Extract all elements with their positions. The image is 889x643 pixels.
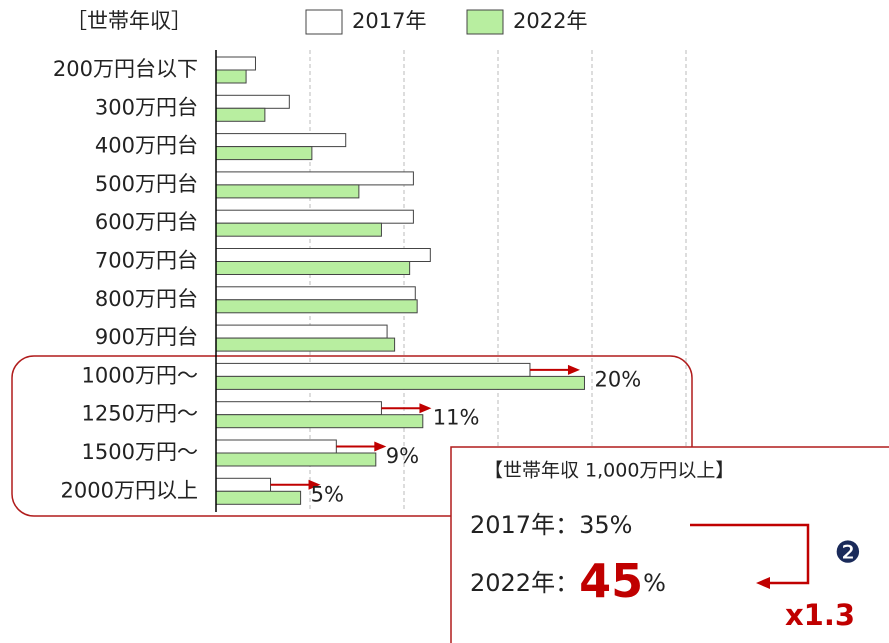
y-tick-label: 1000万円～ — [82, 363, 198, 387]
y-tick-label: 400万円台 — [95, 134, 198, 158]
connector — [690, 523, 810, 585]
bar — [215, 439, 337, 454]
callout-line2: 2022年：45% — [470, 554, 666, 608]
bar — [215, 337, 396, 352]
y-tick-label: 900万円台 — [95, 325, 198, 349]
bar — [215, 107, 266, 122]
growth-label: 11% — [433, 406, 480, 430]
bar — [215, 414, 424, 429]
y-tick-label: 800万円台 — [95, 287, 198, 311]
connector-head — [756, 577, 770, 589]
chart-title: ［世帯年収］ — [66, 9, 192, 33]
bar — [215, 146, 313, 161]
bar — [215, 69, 247, 84]
y-tick-label: 1250万円～ — [82, 402, 198, 426]
bar — [215, 324, 388, 339]
bar — [215, 401, 382, 416]
growth-label: 20% — [594, 367, 641, 391]
growth-arrowhead — [308, 479, 321, 490]
bar — [215, 362, 531, 377]
callout-unit: % — [643, 569, 666, 597]
growth-label: 5% — [311, 482, 344, 506]
callout-line1: 2017年：35% — [470, 511, 632, 539]
bar — [215, 452, 377, 467]
growth-arrowhead — [374, 441, 387, 452]
highlight-frame — [11, 355, 693, 517]
badge: ❷ — [835, 536, 862, 571]
y-tick-label: 600万円台 — [95, 210, 198, 234]
callout-box — [450, 446, 889, 643]
y-tick-label: 1500万円～ — [82, 440, 198, 464]
y-tick-label: 2000万円以上 — [61, 478, 198, 502]
callout-prefix: 2022年： — [470, 569, 579, 597]
bar — [215, 299, 418, 314]
legend-swatch — [305, 9, 343, 35]
bar — [215, 184, 360, 199]
bar — [215, 261, 411, 275]
y-tick-label: 500万円台 — [95, 172, 198, 196]
bar — [215, 490, 302, 505]
bar — [215, 248, 431, 262]
bar — [215, 375, 585, 390]
callout-heading: 【世帯年収 1,000万円以上】 — [484, 460, 734, 482]
growth-label: 9% — [386, 444, 419, 468]
y-tick-label: 300万円台 — [95, 95, 198, 119]
y-tick-label: 700万円台 — [95, 249, 198, 273]
bar — [215, 171, 414, 186]
bar — [215, 56, 256, 71]
bar — [215, 222, 382, 237]
bar — [215, 286, 416, 301]
bar — [215, 94, 290, 109]
bar — [215, 209, 414, 224]
growth-arrowhead — [419, 403, 432, 414]
plot: 2017年 2022年 200万円台以下 300万円台 400万円台 500万円台 600万… — [53, 9, 687, 512]
bar — [215, 133, 347, 148]
callout-value: 45 — [579, 554, 643, 608]
growth-arrowhead — [567, 364, 580, 375]
bar — [215, 477, 272, 492]
legend-swatch — [466, 9, 504, 35]
y-tick-label: 200万円台以下 — [53, 57, 198, 81]
ratio: x1.3 — [785, 598, 855, 632]
legend-label: 2022年 — [513, 9, 587, 33]
legend-label: 2017年 — [352, 9, 426, 33]
